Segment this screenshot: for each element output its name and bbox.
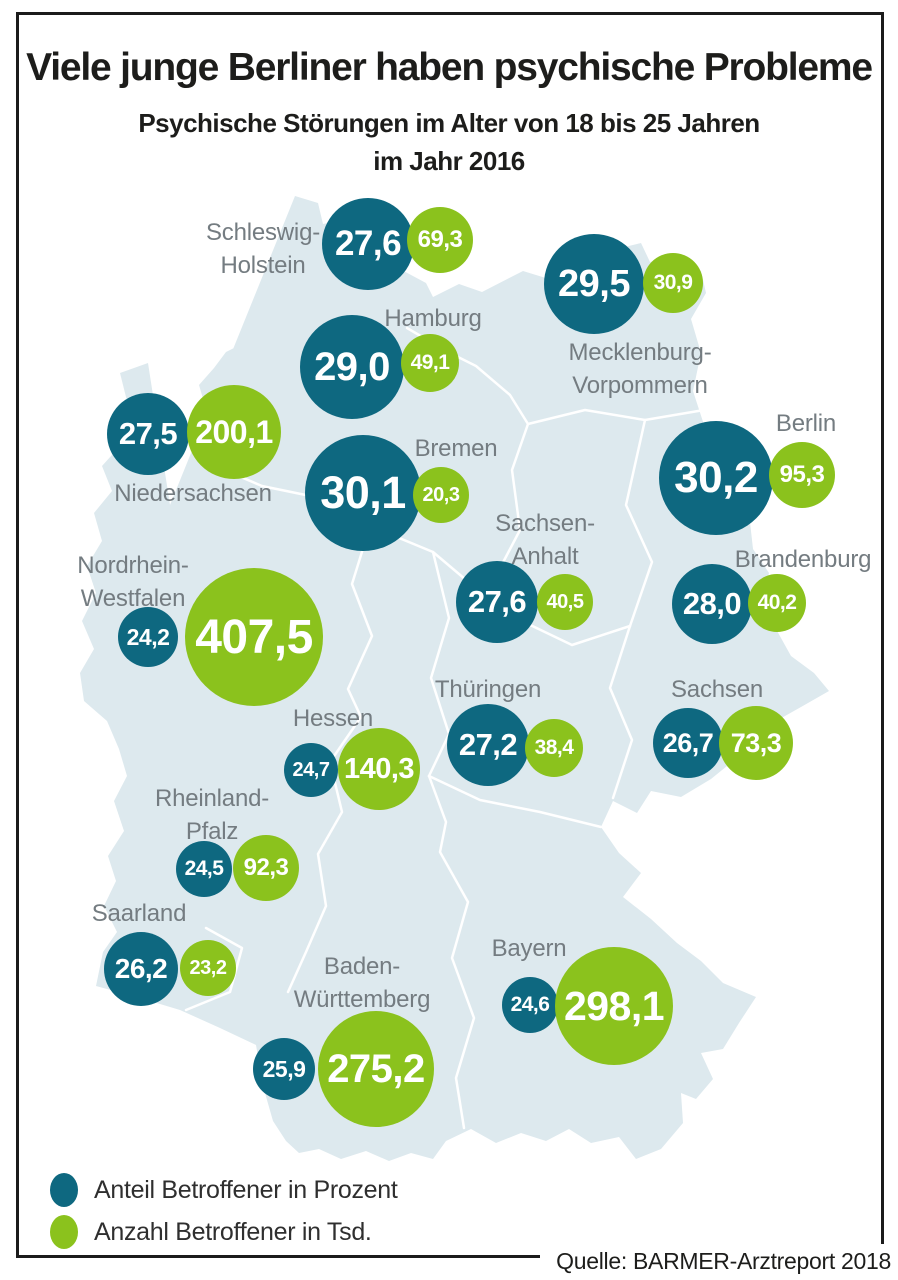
legend-row-count: Anzahl Betroffener in Tsd. [50, 1214, 398, 1250]
state-label-niedersachsen: Niedersachsen [114, 480, 272, 507]
count-bubble-rheinland-pfalz: 92,3 [233, 835, 299, 901]
count-bubble-baden-wuerttemberg: 275,2 [318, 1011, 434, 1127]
source-credit: Quelle: BARMER-Arztreport 2018 [540, 1244, 893, 1280]
state-label-mecklenburg-vorpommern: Mecklenburg- Vorpommern [568, 339, 712, 399]
state-label-sachsen: Sachsen [671, 676, 763, 703]
legend-row-percent: Anteil Betroffener in Prozent [50, 1172, 398, 1208]
percent-bubble-bremen: 30,1 [305, 435, 421, 551]
state-label-thueringen: Thüringen [434, 676, 542, 703]
count-bubble-brandenburg: 40,2 [748, 574, 806, 632]
state-label-hessen: Hessen [292, 705, 374, 732]
subtitle-line1: Psychische Störungen im Alter von 18 bis… [138, 108, 760, 138]
state-label-schleswig-holstein: Schleswig- Holstein [205, 219, 321, 279]
state-label-rheinland-pfalz: Rheinland- Pfalz [154, 785, 270, 845]
count-legend-label: Anzahl Betroffener in Tsd. [94, 1217, 372, 1246]
percent-bubble-rheinland-pfalz: 24,5 [176, 841, 232, 897]
count-bubble-mecklenburg-vorpommern: 30,9 [643, 253, 703, 313]
count-bubble-sachsen: 73,3 [719, 706, 793, 780]
percent-bubble-mecklenburg-vorpommern: 29,5 [544, 234, 644, 334]
state-label-baden-wuerttemberg: Baden- Württemberg [293, 953, 431, 1013]
page-subtitle: Psychische Störungen im Alter von 18 bis… [0, 104, 898, 180]
percent-bubble-niedersachsen: 27,5 [107, 393, 189, 475]
count-bubble-bayern: 298,1 [555, 947, 673, 1065]
count-bubble-thueringen: 38,4 [525, 719, 583, 777]
state-label-hamburg: Hamburg [384, 305, 482, 332]
state-label-bremen: Bremen [414, 435, 498, 462]
percent-bubble-nordrhein-westfalen: 24,2 [118, 607, 178, 667]
percent-bubble-brandenburg: 28,0 [672, 564, 752, 644]
state-label-saarland: Saarland [91, 900, 187, 927]
percent-bubble-hessen: 24,7 [284, 743, 338, 797]
count-bubble-hamburg: 49,1 [401, 334, 459, 392]
state-label-brandenburg: Brandenburg [734, 546, 872, 573]
percent-bubble-saarland: 26,2 [104, 932, 178, 1006]
count-bubble-berlin: 95,3 [769, 442, 835, 508]
state-label-bayern: Bayern [491, 935, 567, 962]
count-legend-dot-icon [50, 1215, 78, 1249]
percent-bubble-thueringen: 27,2 [447, 704, 529, 786]
count-bubble-schleswig-holstein: 69,3 [407, 207, 473, 273]
percent-bubble-baden-wuerttemberg: 25,9 [253, 1038, 315, 1100]
percent-bubble-sachsen-anhalt: 27,6 [456, 561, 538, 643]
percent-legend-dot-icon [50, 1173, 78, 1207]
count-bubble-sachsen-anhalt: 40,5 [537, 574, 593, 630]
percent-bubble-berlin: 30,2 [659, 421, 773, 535]
count-bubble-bremen: 20,3 [413, 467, 469, 523]
count-bubble-niedersachsen: 200,1 [187, 385, 281, 479]
count-bubble-nordrhein-westfalen: 407,5 [185, 568, 323, 706]
percent-bubble-bayern: 24,6 [502, 977, 558, 1033]
percent-bubble-hamburg: 29,0 [300, 315, 404, 419]
state-label-berlin: Berlin [775, 410, 837, 437]
count-bubble-saarland: 23,2 [180, 940, 236, 996]
state-label-sachsen-anhalt: Sachsen- Anhalt [495, 510, 595, 570]
percent-bubble-sachsen: 26,7 [653, 708, 723, 778]
subtitle-line2: im Jahr 2016 [373, 146, 525, 176]
percent-legend-label: Anteil Betroffener in Prozent [94, 1175, 398, 1204]
page-title: Viele junge Berliner haben psychische Pr… [26, 46, 873, 89]
state-borders [184, 326, 706, 1130]
state-label-nordrhein-westfalen: Nordrhein- Westfalen [77, 552, 189, 612]
count-bubble-hessen: 140,3 [338, 728, 420, 810]
percent-bubble-schleswig-holstein: 27,6 [322, 198, 414, 290]
legend: Anteil Betroffener in Prozent Anzahl Bet… [50, 1172, 398, 1256]
